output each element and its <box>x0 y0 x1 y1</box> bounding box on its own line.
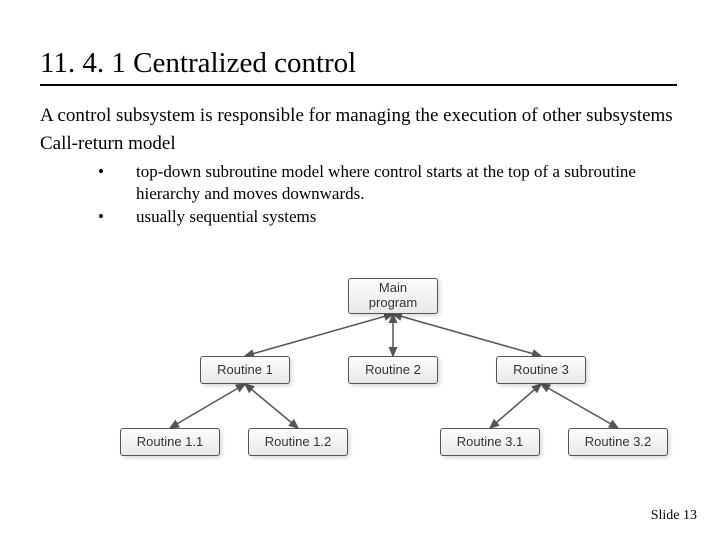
diagram-node-main: Main program <box>348 278 438 314</box>
diagram-edge <box>245 384 298 428</box>
paragraph-1: A control subsystem is responsible for m… <box>40 104 677 128</box>
diagram-node-r2: Routine 2 <box>348 356 438 384</box>
diagram-edge <box>490 384 541 428</box>
slide-title: 11. 4. 1 Centralized control <box>40 48 677 86</box>
diagram-edge <box>245 314 393 356</box>
bullet-item: top-down subroutine model where control … <box>98 161 677 204</box>
diagram-node-r32: Routine 3.2 <box>568 428 668 456</box>
slide: 11. 4. 1 Centralized control A control s… <box>0 0 717 538</box>
diagram-node-r3: Routine 3 <box>496 356 586 384</box>
diagram-edge <box>393 314 541 356</box>
bullet-list: top-down subroutine model where control … <box>40 161 677 227</box>
diagram-edge <box>170 384 245 428</box>
slide-number: Slide 13 <box>651 508 697 524</box>
call-return-diagram: Main program Routine 1 Routine 2 Routine 3 R… <box>120 278 680 478</box>
bullet-item: usually sequential systems <box>98 206 677 227</box>
paragraph-2: Call-return model <box>40 132 677 156</box>
diagram-edge <box>541 384 618 428</box>
diagram-node-r1: Routine 1 <box>200 356 290 384</box>
diagram-node-r11: Routine 1.1 <box>120 428 220 456</box>
diagram-node-r31: Routine 3.1 <box>440 428 540 456</box>
diagram-node-r12: Routine 1.2 <box>248 428 348 456</box>
